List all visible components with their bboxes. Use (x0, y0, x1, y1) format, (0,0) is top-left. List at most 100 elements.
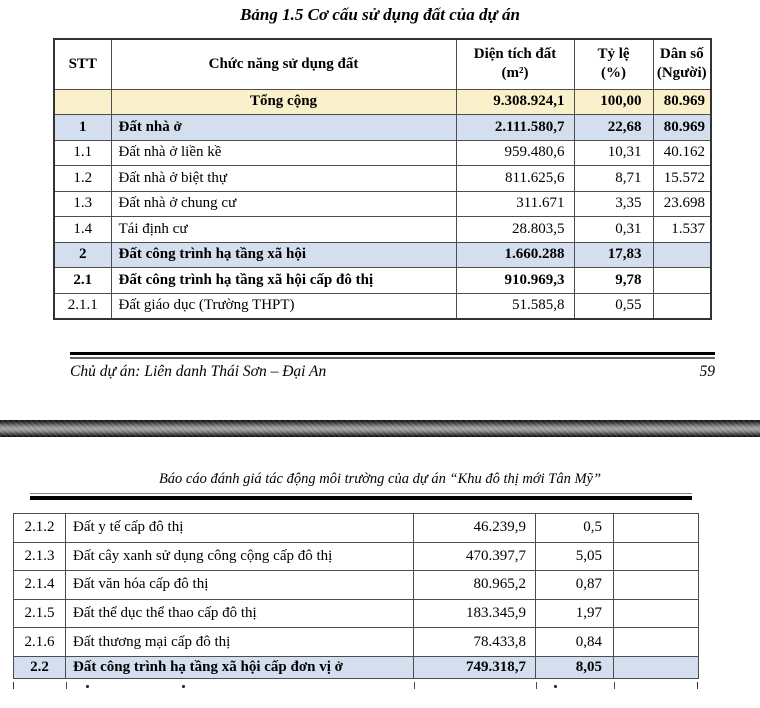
cell-pop (652, 292, 712, 319)
cell-pop (613, 627, 699, 657)
cell-pct: 1,97 (535, 598, 614, 629)
page-footer: Chủ dự án: Liên danh Thái Sơn – Đại An 5… (70, 363, 715, 381)
cell-stt: 2.2 (13, 655, 66, 679)
table-caption: Bảng 1.5 Cơ cấu sử dụng đất của dự án (240, 5, 520, 24)
cell-stt: 2.1.6 (13, 627, 66, 657)
cell-pct: 3,35 (573, 190, 654, 217)
header-ratio-line2: (%) (601, 65, 626, 82)
table-row: 2.1.1 Đất giáo dục (Trường THPT) 51.585,8 0… (53, 292, 712, 319)
clipped-text-mark (86, 685, 89, 688)
cell-stt: 1 (53, 114, 112, 141)
cell-area: 9.308.924,1 (455, 88, 575, 115)
header-ratio: Tỷ lệ (%) (573, 38, 654, 90)
cell-pop: 80.969 (652, 114, 712, 141)
cell-name: Đất y tế cấp đô thị (65, 513, 414, 543)
table-row: 2.1.5 Đất thể dục thể thao cấp đô thị 183.… (13, 598, 699, 629)
cell-stt: 2.1.2 (13, 513, 66, 543)
cell-pct: 0,31 (573, 216, 654, 243)
table-row: 2.1.2 Đất y tế cấp đô thị 46.239,9 0,5 (13, 513, 699, 543)
cell-area: 811.625,6 (455, 165, 575, 192)
land-use-table-page2: 2.1.2 Đất y tế cấp đô thị 46.239,9 0,5 2.1.3… (13, 513, 699, 679)
cell-name: Đất công trình hạ tầng xã hội cấp đơn vị… (65, 655, 414, 679)
cell-pct: 0,84 (535, 627, 614, 657)
cell-pop (613, 541, 699, 572)
footer-page-number: 59 (699, 363, 716, 380)
cell-pct: 8,05 (535, 655, 614, 679)
cell-pct: 10,31 (573, 139, 654, 166)
header-stt: STT (53, 38, 112, 90)
cell-pop: 23.698 (652, 190, 712, 217)
cell-name: Đất nhà ở liền kề (110, 139, 457, 166)
cell-pct: 17,83 (573, 241, 654, 268)
cell-stt: 2.1 (53, 267, 112, 294)
cell-name: Đất công trình hạ tầng xã hội cấp đô thị (110, 267, 457, 294)
cell-area: 749.318,7 (413, 655, 536, 679)
cell-stt: 2.1.3 (13, 541, 66, 572)
table-row: 1.4 Tái định cư 28.803,5 0,31 1.537 (53, 216, 712, 243)
footer-owner-text: Chủ dự án: Liên danh Thái Sơn – Đại An (70, 363, 327, 380)
cell-area: 80.965,2 (413, 570, 536, 600)
table-row: 1 Đất nhà ở 2.111.580,7 22,68 80.969 (53, 114, 712, 141)
cell-name: Đất giáo dục (Trường THPT) (110, 292, 457, 319)
table-row: 2.1.4 Đất văn hóa cấp đô thị 80.965,2 0,87 (13, 570, 699, 600)
cell-area: 46.239,9 (413, 513, 536, 543)
cell-name: Đất văn hóa cấp đô thị (65, 570, 414, 600)
table-row: 1.1 Đất nhà ở liền kề 959.480,6 10,31 40.162 (53, 139, 712, 166)
cell-pop: 1.537 (652, 216, 712, 243)
cell-pct: 100,00 (573, 88, 654, 115)
table-row: 2.1 Đất công trình hạ tầng xã hội cấp đô … (53, 267, 712, 294)
cell-name: Đất thể dục thể thao cấp đô thị (65, 598, 414, 629)
cell-stt: 2.1.4 (13, 570, 66, 600)
cell-area: 470.397,7 (413, 541, 536, 572)
cell-area: 959.480,6 (455, 139, 575, 166)
cell-pct: 22,68 (573, 114, 654, 141)
clipped-table-row (13, 682, 698, 689)
table-header-row: STT Chức năng sử dụng đất Diện tích đất … (53, 38, 712, 90)
cell-pct: 8,71 (573, 165, 654, 192)
cell-pop: 40.162 (652, 139, 712, 166)
cell-pct: 5,05 (535, 541, 614, 572)
clipped-text-mark (182, 685, 185, 688)
cell-name: Đất cây xanh sử dụng công cộng cấp đô th… (65, 541, 414, 572)
cell-stt: 2.1.1 (53, 292, 112, 319)
header-area: Diện tích đất (m²) (455, 38, 575, 90)
cell-name: Đất công trình hạ tầng xã hội (110, 241, 457, 268)
cell-area: 78.433,8 (413, 627, 536, 657)
cell-pop (613, 598, 699, 629)
table-row: 1.3 Đất nhà ở chung cư 311.671 3,35 23.698 (53, 190, 712, 217)
partial-row-divider (614, 682, 615, 689)
cell-area: 910.969,3 (455, 267, 575, 294)
header-population-line2: (Người) (656, 65, 707, 82)
cell-pop: 80.969 (652, 88, 712, 115)
table-row: Tổng cộng 9.308.924,1 100,00 80.969 (53, 88, 712, 115)
cell-area: 28.803,5 (455, 216, 575, 243)
cell-stt: 2 (53, 241, 112, 268)
cell-name: Đất nhà ở biệt thự (110, 165, 457, 192)
page-break-texture (0, 420, 760, 437)
cell-area: 1.660.288 (455, 241, 575, 268)
cell-area: 51.585,8 (455, 292, 575, 319)
cell-stt (53, 88, 112, 115)
cell-name: Đất nhà ở chung cư (110, 190, 457, 217)
cell-stt: 2.1.5 (13, 598, 66, 629)
cell-pop (613, 570, 699, 600)
cell-pop (652, 241, 712, 268)
cell-pct: 0,5 (535, 513, 614, 543)
cell-stt: 1.3 (53, 190, 112, 217)
cell-pop (652, 267, 712, 294)
cell-pop: 15.572 (652, 165, 712, 192)
cell-pct: 0,55 (573, 292, 654, 319)
cell-pop (613, 655, 699, 679)
table-row: 2.2 Đất công trình hạ tầng xã hội cấp đơn… (13, 655, 699, 679)
footer-divider (70, 352, 715, 359)
cell-area: 311.671 (455, 190, 575, 217)
cell-stt: 1.2 (53, 165, 112, 192)
header-population-line1: Dân số (659, 45, 704, 62)
page-break-bar (0, 420, 760, 437)
cell-area: 2.111.580,7 (455, 114, 575, 141)
cell-name: Tổng cộng (110, 88, 457, 115)
partial-row-divider (66, 682, 67, 689)
partial-row-divider (414, 682, 415, 689)
cell-name: Tái định cư (110, 216, 457, 243)
